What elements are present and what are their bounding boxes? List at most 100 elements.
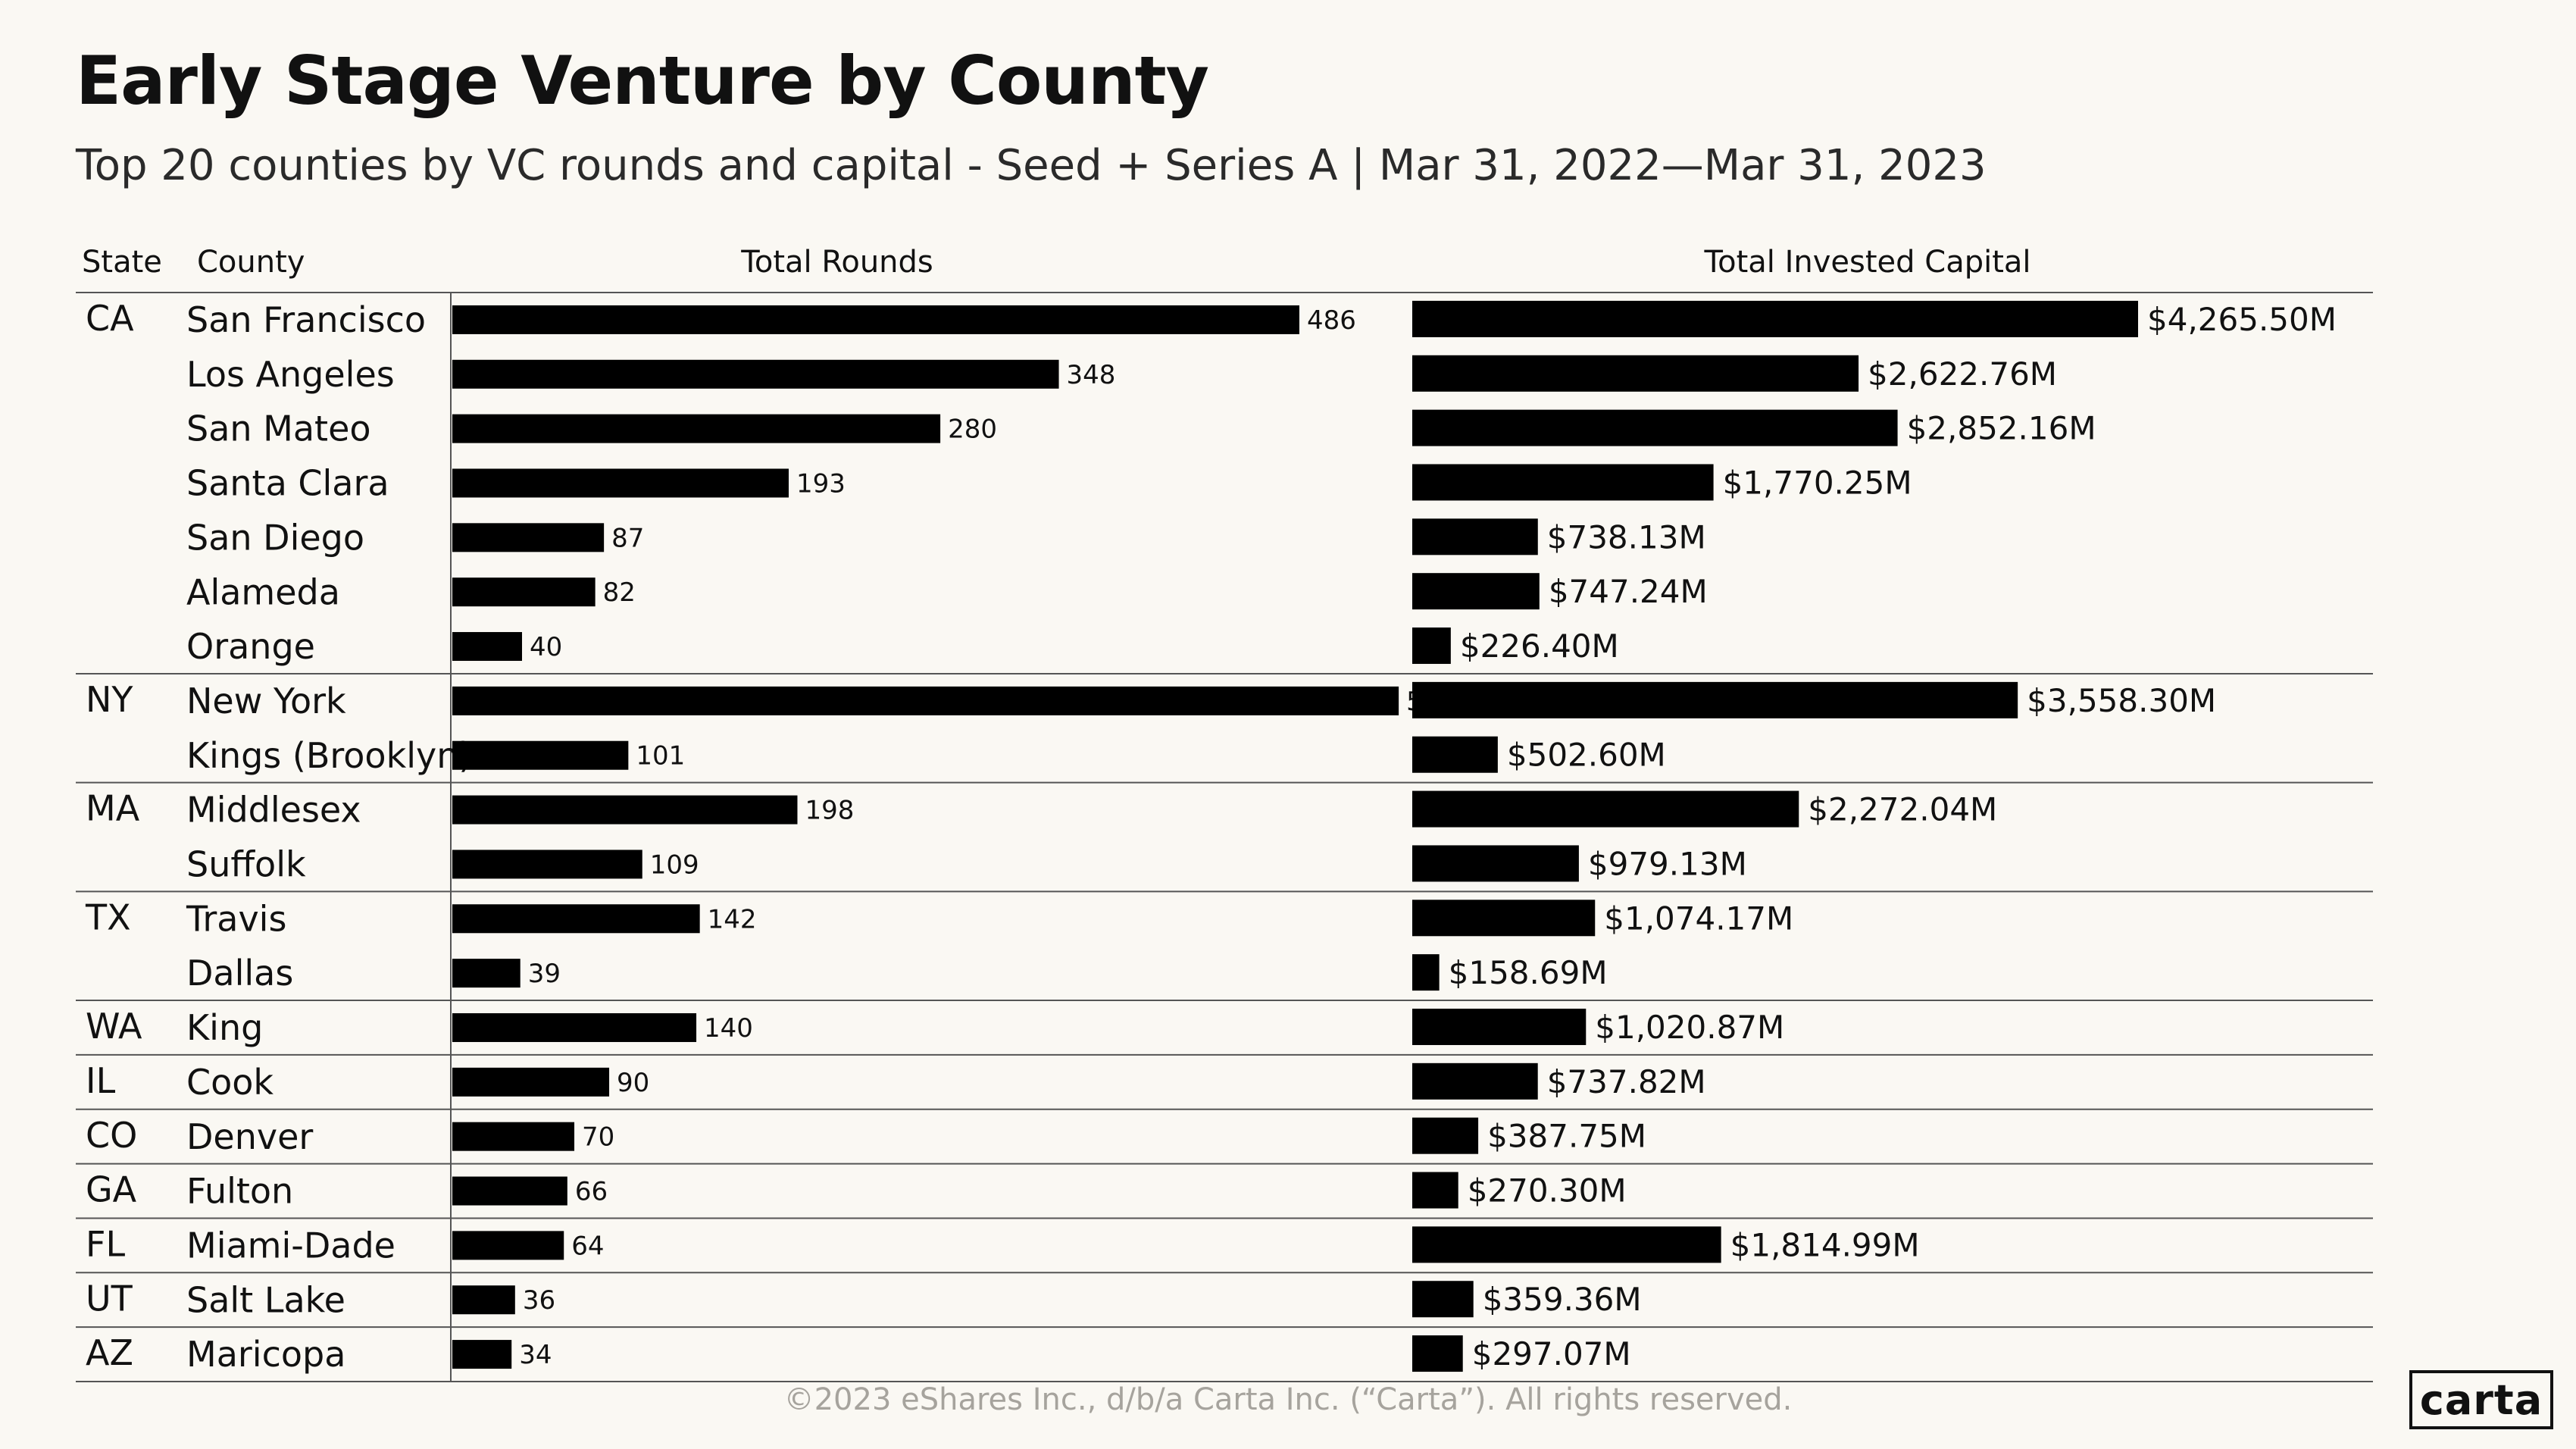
- county-label-cook: Cook: [186, 1062, 274, 1103]
- capital-value-los-angeles: $2,622.76M: [1868, 355, 2057, 393]
- capital-bar-dallas: [1412, 954, 1440, 991]
- state-label-ga: GA: [86, 1169, 137, 1210]
- rounds-value-suffolk: 109: [650, 850, 699, 880]
- chart-title: Early Stage Venture by County: [76, 42, 1209, 120]
- rounds-value-king: 140: [704, 1013, 753, 1044]
- rounds-value-santa-clara: 193: [796, 468, 846, 499]
- capital-value-suffolk: $979.13M: [1588, 845, 1747, 882]
- capital-value-maricopa: $297.07M: [1472, 1335, 1631, 1372]
- capital-value-san-francisco: $4,265.50M: [2147, 301, 2337, 338]
- capital-value-orange: $226.40M: [1460, 627, 1619, 665]
- county-label-kings-brooklyn: Kings (Brooklyn): [186, 735, 472, 776]
- capital-value-cook: $737.82M: [1547, 1063, 1706, 1100]
- rounds-bar-salt-lake: [452, 1285, 515, 1315]
- capital-bar-cook: [1412, 1062, 1538, 1100]
- capital-bar-denver: [1412, 1117, 1479, 1154]
- rounds-value-middlesex: 198: [805, 796, 854, 826]
- capital-bar-fulton: [1412, 1172, 1458, 1209]
- chart-subtitle: Top 20 counties by VC rounds and capital…: [76, 141, 1987, 190]
- capital-bar-king: [1412, 1008, 1587, 1045]
- county-label-alameda: Alameda: [186, 571, 340, 612]
- capital-bar-miami-dade: [1412, 1226, 1721, 1263]
- carta-logo: carta: [2409, 1370, 2553, 1429]
- county-label-fulton: Fulton: [186, 1171, 293, 1212]
- county-label-santa-clara: Santa Clara: [186, 463, 389, 504]
- rounds-bar-travis: [452, 904, 700, 934]
- county-label-san-francisco: San Francisco: [186, 299, 426, 340]
- capital-value-santa-clara: $1,770.25M: [1723, 464, 1912, 501]
- header-total-rounds: Total Rounds: [740, 245, 933, 280]
- rounds-bar-suffolk: [452, 850, 642, 879]
- state-label-ny: NY: [86, 679, 133, 720]
- state-label-ut: UT: [86, 1278, 133, 1319]
- capital-bar-alameda: [1412, 573, 1540, 610]
- capital-bar-kings-brooklyn: [1412, 736, 1498, 773]
- rounds-value-miami-dade: 64: [571, 1231, 604, 1261]
- rounds-bar-maricopa: [452, 1340, 512, 1369]
- capital-value-middlesex: $2,272.04M: [1808, 791, 1997, 828]
- state-label-co: CO: [86, 1115, 137, 1156]
- header-total-invested-capital: Total Invested Capital: [1703, 245, 2030, 280]
- rounds-value-fulton: 66: [575, 1177, 608, 1207]
- capital-bar-maricopa: [1412, 1335, 1463, 1372]
- capital-bar-santa-clara: [1412, 464, 1714, 501]
- row-rules: [76, 292, 2373, 1382]
- rounds-bar-new-york: [452, 686, 1399, 715]
- rounds-bar-miami-dade: [452, 1231, 564, 1260]
- header-state: State: [82, 245, 162, 280]
- rounds-bar-orange: [452, 632, 523, 662]
- capital-bar-middlesex: [1412, 790, 1799, 828]
- rounds-bar-los-angeles: [452, 359, 1059, 389]
- rounds-bar-alameda: [452, 577, 596, 607]
- rounds-bar-denver: [452, 1122, 575, 1151]
- county-label-travis: Travis: [186, 898, 286, 939]
- county-label-middlesex: Middlesex: [186, 790, 361, 831]
- capital-bar-orange: [1412, 627, 1451, 665]
- state-label-il: IL: [86, 1060, 116, 1101]
- county-label-san-mateo: San Mateo: [186, 408, 371, 449]
- rounds-value-maricopa: 34: [519, 1340, 552, 1370]
- capital-bar-travis: [1412, 900, 1596, 937]
- rounds-bar-middlesex: [452, 795, 798, 825]
- rounds-bar-cook: [452, 1067, 610, 1097]
- capital-bar-salt-lake: [1412, 1281, 1474, 1318]
- county-label-san-diego: San Diego: [186, 517, 364, 558]
- rounds-bar-san-francisco: [452, 305, 1299, 334]
- capital-bar-san-diego: [1412, 518, 1538, 556]
- capital-value-new-york: $3,558.30M: [2027, 682, 2216, 719]
- state-label-fl: FL: [86, 1223, 125, 1264]
- county-label-salt-lake: Salt Lake: [186, 1279, 345, 1320]
- rounds-bar-santa-clara: [452, 468, 789, 498]
- county-label-miami-dade: Miami-Dade: [186, 1225, 395, 1266]
- rounds-value-san-francisco: 486: [1307, 305, 1356, 336]
- county-label-dallas: Dallas: [186, 953, 293, 994]
- rounds-bar-kings-brooklyn: [452, 740, 629, 770]
- rounds-bar-king: [452, 1012, 697, 1042]
- capital-bar-new-york: [1412, 681, 2018, 718]
- capital-bar-los-angeles: [1412, 355, 1859, 392]
- capital-bar-suffolk: [1412, 845, 1579, 882]
- county-label-suffolk: Suffolk: [186, 844, 306, 885]
- header-county: County: [197, 245, 305, 280]
- capital-value-dallas: $158.69M: [1449, 954, 1608, 991]
- chart-rows: CA NY MA TX WA IL CO GA FL UT AZ San Francisco 486 $4…: [85, 298, 2337, 1375]
- state-label-wa: WA: [86, 1006, 142, 1047]
- capital-value-salt-lake: $359.36M: [1483, 1281, 1642, 1318]
- state-label-ca: CA: [86, 298, 134, 339]
- rounds-bar-san-diego: [452, 523, 605, 552]
- copyright-notice: ©2023 eShares Inc., d/b/a Carta Inc. (“C…: [783, 1382, 1793, 1417]
- county-label-king: King: [186, 1007, 263, 1048]
- rounds-value-orange: 40: [530, 632, 562, 662]
- capital-bar-san-mateo: [1412, 409, 1898, 446]
- capital-value-denver: $387.75M: [1487, 1118, 1646, 1155]
- rounds-value-los-angeles: 348: [1067, 360, 1116, 390]
- capital-value-king: $1,020.87M: [1595, 1009, 1784, 1046]
- capital-value-miami-dade: $1,814.99M: [1730, 1226, 1920, 1263]
- state-label-tx: TX: [85, 897, 131, 937]
- rounds-value-dallas: 39: [528, 959, 561, 989]
- state-label-ma: MA: [86, 788, 140, 829]
- rounds-bar-dallas: [452, 959, 521, 988]
- county-label-los-angeles: Los Angeles: [186, 354, 395, 395]
- rounds-value-denver: 70: [582, 1122, 614, 1153]
